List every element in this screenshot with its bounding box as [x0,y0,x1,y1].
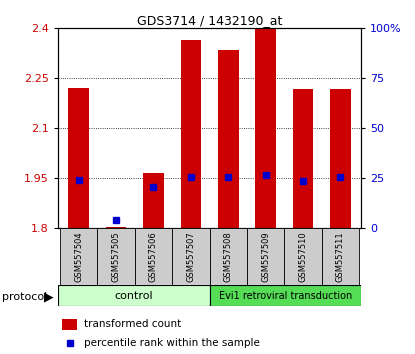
Bar [98,228,135,285]
Text: percentile rank within the sample: percentile rank within the sample [84,338,260,348]
Bar [218,50,239,228]
Text: GSM557509: GSM557509 [261,231,270,282]
Bar [210,285,361,306]
Text: GSM557511: GSM557511 [336,231,345,282]
Bar [68,88,89,228]
Bar [135,228,172,285]
Bar [58,285,210,306]
Bar [60,228,98,285]
Text: ▶: ▶ [44,290,53,303]
Text: GSM557510: GSM557510 [298,231,308,282]
Text: protocol: protocol [2,292,47,302]
Text: transformed count: transformed count [84,319,181,329]
Text: GSM557505: GSM557505 [112,231,121,282]
Text: GSM557508: GSM557508 [224,231,233,282]
Text: GSM557504: GSM557504 [74,231,83,282]
Text: GSM557506: GSM557506 [149,231,158,282]
Bar [322,228,359,285]
Bar [210,228,247,285]
Title: GDS3714 / 1432190_at: GDS3714 / 1432190_at [137,14,282,27]
Bar [247,228,284,285]
Text: control: control [115,291,153,301]
Bar [255,28,276,228]
Bar [172,228,210,285]
Text: GSM557507: GSM557507 [186,231,195,282]
Bar [284,228,322,285]
Bar [61,319,77,330]
Bar [181,40,201,228]
Bar [143,173,164,228]
Bar [330,89,351,228]
Text: Evi1 retroviral transduction: Evi1 retroviral transduction [219,291,352,301]
Bar [106,227,126,228]
Bar [293,89,313,228]
